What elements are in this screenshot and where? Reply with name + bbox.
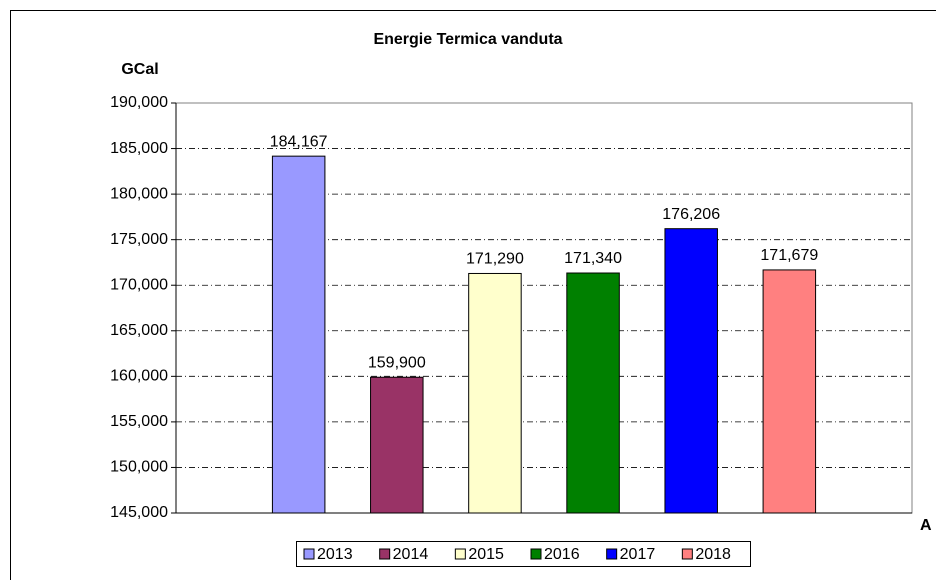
- x-axis-label: A: [920, 517, 932, 534]
- y-tick-label: 170,000: [110, 276, 168, 293]
- y-tick-label: 175,000: [110, 231, 168, 248]
- legend-label: 2018: [695, 546, 731, 563]
- data-label: 171,290: [466, 251, 524, 268]
- legend-swatch: [681, 548, 693, 560]
- legend-label: 2017: [620, 546, 656, 563]
- bar: [271, 155, 326, 514]
- bar: [370, 376, 424, 514]
- legend-label: 2013: [317, 546, 353, 563]
- y-tick-label: 185,000: [110, 140, 168, 157]
- y-tick-label: 155,000: [110, 413, 168, 430]
- y-tick-label: 160,000: [110, 368, 168, 385]
- legend-swatch: [606, 548, 618, 560]
- data-label: 159,900: [368, 354, 426, 371]
- chart-title: Energie Termica vanduta: [373, 31, 562, 48]
- y-tick-label: 150,000: [110, 459, 168, 476]
- legend-swatch: [454, 548, 466, 560]
- bar: [664, 228, 718, 514]
- y-axis-label: GCal: [121, 61, 158, 78]
- bar: [762, 269, 817, 514]
- data-label: 184,167: [270, 133, 328, 150]
- bar: [566, 272, 620, 514]
- legend-swatch: [379, 548, 391, 560]
- legend-label: 2015: [468, 546, 504, 563]
- y-tick-label: 180,000: [110, 185, 168, 202]
- bar: [468, 272, 522, 514]
- y-tick-label: 165,000: [110, 322, 168, 339]
- legend-label: 2014: [393, 546, 429, 563]
- y-tick-label: 145,000: [110, 504, 168, 521]
- legend-box: [296, 541, 751, 567]
- data-label: 171,340: [564, 250, 622, 267]
- y-tick-label: 190,000: [110, 94, 168, 111]
- legend-label: 2016: [544, 546, 580, 563]
- legend-swatch: [303, 548, 315, 560]
- legend-swatch: [530, 548, 542, 560]
- data-label: 171,679: [760, 247, 818, 264]
- data-label: 176,206: [662, 206, 720, 223]
